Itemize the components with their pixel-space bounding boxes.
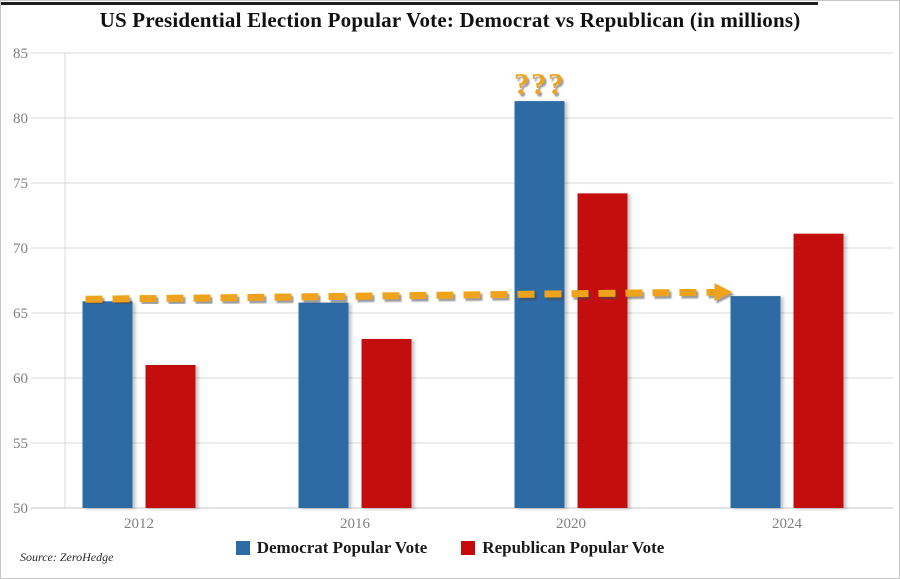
democrat-swatch-icon bbox=[235, 541, 250, 555]
bar-democrat-2024 bbox=[730, 296, 781, 508]
y-tick-label: 75 bbox=[13, 176, 28, 192]
bars bbox=[82, 101, 844, 508]
bar-republican-2012 bbox=[145, 365, 196, 508]
y-tick-label: 85 bbox=[13, 46, 28, 62]
annotations: ??? bbox=[85, 66, 733, 303]
chart-title: US Presidential Election Popular Vote: D… bbox=[99, 8, 801, 32]
republican-swatch-icon bbox=[461, 541, 476, 555]
bar-democrat-2016 bbox=[298, 302, 349, 508]
y-tick-label: 80 bbox=[13, 111, 28, 127]
x-tick-label-2012: 2012 bbox=[124, 516, 154, 532]
x-tick-label-2016: 2016 bbox=[340, 516, 371, 532]
bar-republican-2016 bbox=[361, 339, 412, 508]
y-tick-label: 65 bbox=[13, 306, 28, 322]
bar-republican-2024 bbox=[793, 233, 844, 508]
legend: Democrat Popular Vote Republican Popular… bbox=[1, 538, 899, 558]
bar-republican-2020 bbox=[577, 193, 628, 508]
y-tick-label: 50 bbox=[13, 501, 28, 517]
legend-label-republican: Republican Popular Vote bbox=[482, 538, 665, 557]
dashed-arrow-head-icon bbox=[714, 283, 733, 302]
x-axis-tick-labels: 2012 2016 2020 2024 bbox=[124, 516, 803, 532]
legend-item-republican: Republican Popular Vote bbox=[461, 538, 664, 558]
y-tick-label: 55 bbox=[13, 436, 28, 452]
dashed-arrow-line bbox=[85, 288, 716, 303]
question-marks-annotation: ??? bbox=[514, 66, 565, 101]
bar-democrat-2012 bbox=[82, 301, 133, 508]
y-tick-label: 70 bbox=[13, 241, 28, 257]
y-axis-tick-labels: 50 55 60 65 70 75 80 85 bbox=[13, 46, 28, 517]
y-tick-label: 60 bbox=[13, 371, 28, 387]
top-border-rule bbox=[1, 2, 818, 5]
legend-item-democrat: Democrat Popular Vote bbox=[235, 538, 428, 558]
legend-label-democrat: Democrat Popular Vote bbox=[256, 538, 428, 557]
x-tick-label-2020: 2020 bbox=[556, 516, 586, 532]
bar-democrat-2020 bbox=[514, 101, 565, 508]
x-tick-label-2024: 2024 bbox=[772, 516, 803, 532]
source-credit: Source: ZeroHedge bbox=[20, 550, 114, 564]
